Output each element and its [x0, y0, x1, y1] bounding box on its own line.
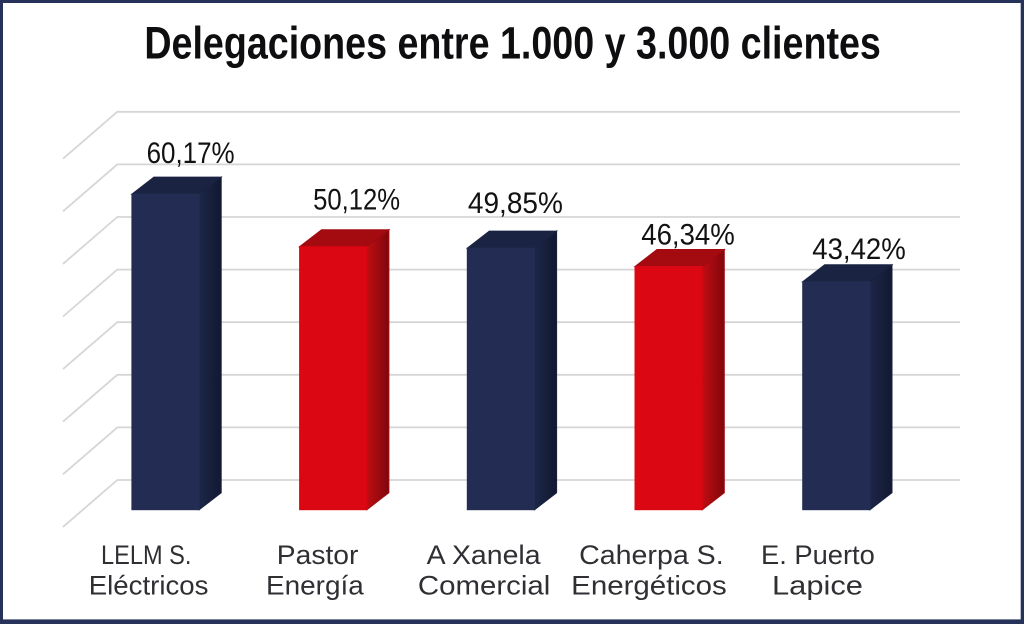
svg-text:A Xanela: A Xanela	[427, 540, 542, 570]
svg-text:Eléctricos: Eléctricos	[89, 571, 209, 601]
svg-text:LELM S.: LELM S.	[101, 540, 191, 570]
svg-text:Delegaciones entre 1.000 y 3.0: Delegaciones entre 1.000 y 3.000 cliente…	[144, 18, 881, 69]
svg-text:Caherpa S.: Caherpa S.	[579, 540, 724, 570]
svg-text:Energéticos: Energéticos	[571, 571, 727, 601]
svg-text:50,12%: 50,12%	[313, 184, 400, 217]
svg-text:43,42%: 43,42%	[812, 233, 906, 266]
svg-text:46,34%: 46,34%	[641, 219, 735, 252]
svg-text:60,17%: 60,17%	[147, 137, 235, 170]
svg-text:Pastor: Pastor	[277, 540, 359, 570]
svg-text:Energía: Energía	[266, 571, 365, 601]
svg-text:49,85%: 49,85%	[468, 187, 563, 220]
svg-text:Comercial: Comercial	[418, 571, 550, 601]
svg-text:E. Puerto: E. Puerto	[761, 540, 875, 570]
svg-text:Lapice: Lapice	[772, 571, 863, 601]
